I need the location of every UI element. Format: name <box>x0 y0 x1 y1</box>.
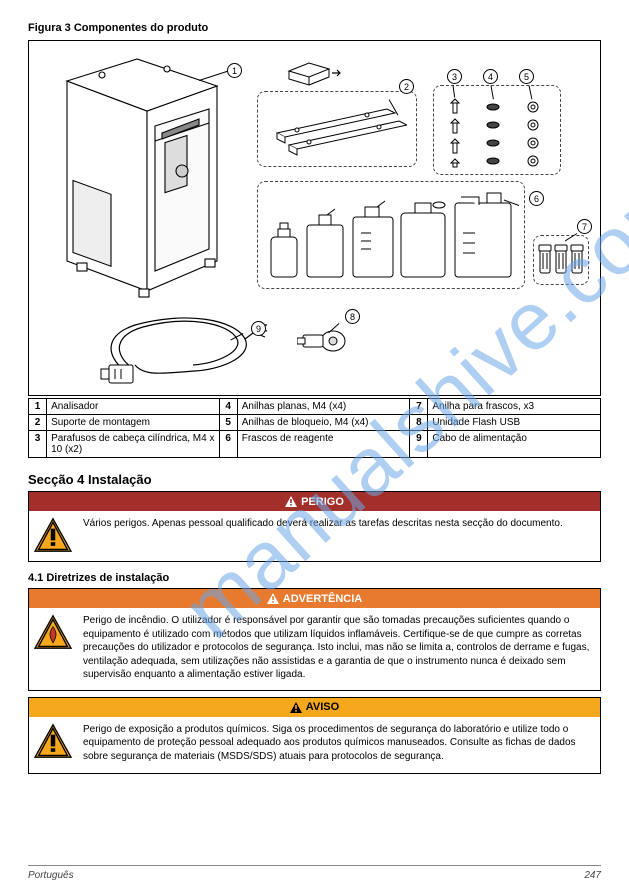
small-box-drawing <box>284 53 344 87</box>
hardware-drawing <box>439 97 557 171</box>
part-desc: Suporte de montagem <box>47 415 220 431</box>
cable-drawing <box>95 305 271 391</box>
analyzer-drawing <box>47 51 247 301</box>
callout-4: 4 <box>483 69 498 84</box>
caution-box: AVISO Perigo de exposição a produtos quí… <box>28 697 601 774</box>
page-footer: Português 247 <box>28 865 601 881</box>
part-number: 4 <box>219 399 237 415</box>
grommets-drawing <box>537 241 585 281</box>
callout-1: 1 <box>227 63 242 78</box>
table-row: 1Analisador4Anilhas planas, M4 (x4)7Anil… <box>29 399 601 415</box>
part-number: 1 <box>29 399 47 415</box>
part-desc: Analisador <box>47 399 220 415</box>
warning-icon <box>33 614 75 650</box>
bottles-drawing <box>265 189 517 283</box>
caution-header: AVISO <box>29 698 600 717</box>
danger-title: PERIGO <box>301 496 344 508</box>
callout-8: 8 <box>345 309 360 324</box>
danger-box: PERIGO Vários perigos. Apenas pessoal qu… <box>28 491 601 562</box>
callout-7: 7 <box>577 219 592 234</box>
part-desc: Anilhas de bloqueio, M4 (x4) <box>237 415 410 431</box>
part-number: 3 <box>29 431 47 458</box>
table-row: 3Parafusos de cabeça cilíndrica, M4 x 10… <box>29 431 601 458</box>
subsection-heading: 4.1 Diretrizes de instalação <box>28 572 601 584</box>
warning-title: ADVERTÊNCIA <box>283 593 362 605</box>
usb-drawing <box>297 319 353 359</box>
figure-box: 1 2 3 4 5 6 7 8 9 <box>28 40 601 396</box>
callout-5: 5 <box>519 69 534 84</box>
warning-box: ADVERTÊNCIA Perigo de incêndio. O utiliz… <box>28 588 601 691</box>
danger-text: Vários perigos. Apenas pessoal qualifica… <box>83 517 592 531</box>
callout-3: 3 <box>447 69 462 84</box>
callout-9: 9 <box>251 321 266 336</box>
figure-title: Figura 3 Componentes do produto <box>28 22 601 34</box>
warning-text: Perigo de incêndio. O utilizador é respo… <box>83 614 592 682</box>
parts-table: 1Analisador4Anilhas planas, M4 (x4)7Anil… <box>28 398 601 458</box>
footer-right: 247 <box>584 870 601 881</box>
bracket-drawing <box>267 99 407 159</box>
danger-icon <box>33 517 75 553</box>
caution-title: AVISO <box>306 701 339 713</box>
part-desc: Anilha para frascos, x3 <box>428 399 601 415</box>
part-desc: Cabo de alimentação <box>428 431 601 458</box>
part-desc: Anilhas planas, M4 (x4) <box>237 399 410 415</box>
warning-header: ADVERTÊNCIA <box>29 589 600 608</box>
part-desc: Parafusos de cabeça cilíndrica, M4 x 10 … <box>47 431 220 458</box>
caution-text: Perigo de exposição a produtos químicos.… <box>83 723 592 764</box>
caution-icon <box>33 723 75 759</box>
install-heading: Secção 4 Instalação <box>28 472 601 487</box>
callout-2: 2 <box>399 79 414 94</box>
footer-left: Português <box>28 870 74 881</box>
part-number: 8 <box>410 415 428 431</box>
part-number: 6 <box>219 431 237 458</box>
callout-6: 6 <box>529 191 544 206</box>
part-number: 7 <box>410 399 428 415</box>
table-row: 2Suporte de montagem5Anilhas de bloqueio… <box>29 415 601 431</box>
part-number: 2 <box>29 415 47 431</box>
part-number: 9 <box>410 431 428 458</box>
part-desc: Unidade Flash USB <box>428 415 601 431</box>
part-number: 5 <box>219 415 237 431</box>
danger-header: PERIGO <box>29 492 600 511</box>
part-desc: Frascos de reagente <box>237 431 410 458</box>
